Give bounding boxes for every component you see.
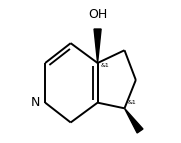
Text: N: N [31,96,40,109]
Polygon shape [94,29,101,63]
Text: &1: &1 [101,63,110,68]
Text: &1: &1 [128,100,136,105]
Text: OH: OH [88,8,107,21]
Polygon shape [125,108,143,133]
